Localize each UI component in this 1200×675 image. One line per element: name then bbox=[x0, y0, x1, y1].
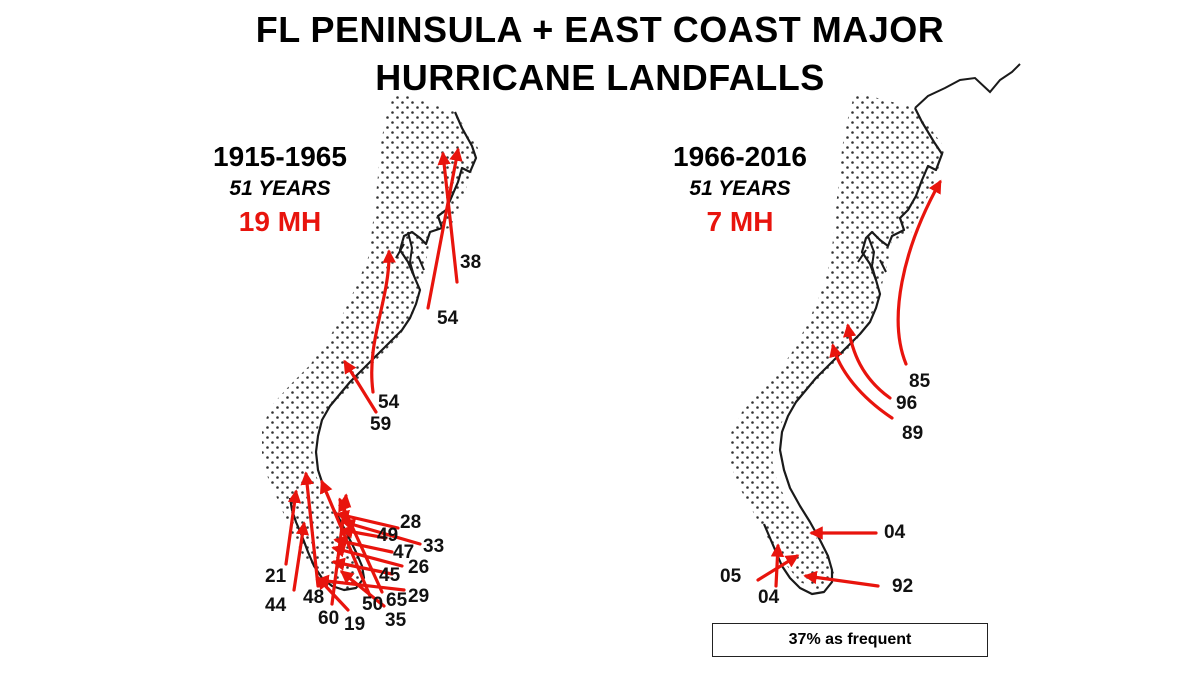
arrow-38 bbox=[437, 151, 459, 284]
coastline-north bbox=[914, 63, 1021, 109]
arrow-35 bbox=[339, 570, 386, 608]
period-1966-2016-header: 1966-2016 51 YEARS 7 MH bbox=[650, 140, 830, 240]
left-map: 38 54 54 59 28 49 33 47 26 45 29 65 50 3… bbox=[262, 92, 481, 635]
stipple-region bbox=[262, 92, 478, 590]
arrow-92 bbox=[803, 570, 880, 588]
right-map: 85 96 89 04 05 04 92 bbox=[720, 63, 1021, 608]
arrow-26 bbox=[331, 544, 404, 568]
year-label: 54 bbox=[378, 392, 400, 413]
arrow-85 bbox=[896, 179, 942, 366]
period-years: 1966-2016 bbox=[673, 141, 807, 172]
year-label: 54 bbox=[437, 308, 459, 329]
year-label: 89 bbox=[902, 423, 923, 444]
arrow-44 bbox=[292, 521, 310, 592]
frequency-note: 37% as frequent bbox=[712, 623, 988, 657]
year-label: 28 bbox=[400, 512, 421, 533]
major-hurricane-count: 7 MH bbox=[706, 206, 774, 237]
year-label: 05 bbox=[720, 566, 742, 587]
arrow-96 bbox=[842, 323, 892, 400]
landfall-arrows bbox=[756, 179, 942, 588]
landfall-arrows bbox=[284, 147, 463, 612]
title-line-2: HURRICANE LANDFALLS bbox=[375, 57, 825, 98]
year-label: 35 bbox=[385, 610, 407, 631]
landfall-year-labels: 85 96 89 04 05 04 92 bbox=[720, 371, 931, 608]
year-label: 96 bbox=[896, 393, 917, 414]
arrow-48 bbox=[300, 471, 320, 588]
period-span: 51 YEARS bbox=[229, 177, 331, 200]
arrow-59 bbox=[343, 359, 378, 414]
year-label: 59 bbox=[370, 414, 391, 435]
coastline bbox=[288, 111, 478, 592]
year-label: 33 bbox=[423, 536, 444, 557]
year-label: 04 bbox=[758, 587, 780, 608]
year-label: 60 bbox=[318, 608, 339, 629]
coastline bbox=[762, 107, 944, 596]
stipple-region bbox=[730, 92, 945, 592]
arrow-50 bbox=[319, 479, 372, 598]
period-years: 1915-1965 bbox=[213, 141, 347, 172]
chart-title: FL PENINSULA + EAST COAST MAJOR HURRICAN… bbox=[0, 6, 1200, 102]
year-label: 29 bbox=[408, 586, 429, 607]
chesapeake-bay bbox=[857, 235, 887, 281]
arrow-65 bbox=[338, 497, 384, 594]
year-label: 65 bbox=[386, 590, 408, 611]
year-label: 85 bbox=[909, 371, 931, 392]
arrow-29 bbox=[315, 574, 406, 592]
arrow-04-west bbox=[770, 543, 785, 588]
chesapeake-bay bbox=[395, 231, 425, 277]
year-label: 38 bbox=[460, 252, 481, 273]
period-1915-1965-header: 1915-1965 51 YEARS 19 MH bbox=[190, 140, 370, 240]
year-label: 92 bbox=[892, 576, 913, 597]
period-span: 51 YEARS bbox=[689, 177, 791, 200]
arrow-89 bbox=[829, 343, 894, 420]
year-label: 47 bbox=[393, 542, 414, 563]
year-label: 26 bbox=[408, 557, 429, 578]
arrow-54-north bbox=[426, 147, 463, 310]
arrow-47 bbox=[333, 535, 394, 554]
year-label: 44 bbox=[265, 595, 287, 616]
year-label: 19 bbox=[344, 614, 365, 635]
year-label: 21 bbox=[265, 566, 287, 587]
major-hurricane-count: 19 MH bbox=[238, 206, 322, 237]
arrow-54-mid bbox=[370, 249, 396, 394]
landfall-year-labels: 38 54 54 59 28 49 33 47 26 45 29 65 50 3… bbox=[265, 252, 481, 635]
year-label: 50 bbox=[362, 594, 383, 615]
year-label: 49 bbox=[377, 525, 398, 546]
year-label: 04 bbox=[884, 522, 906, 543]
arrow-21 bbox=[284, 489, 302, 566]
year-label: 48 bbox=[303, 587, 324, 608]
arrow-45 bbox=[331, 557, 394, 576]
title-line-1: FL PENINSULA + EAST COAST MAJOR bbox=[255, 9, 945, 50]
arrow-33 bbox=[341, 518, 422, 546]
year-label: 45 bbox=[379, 565, 401, 586]
arrow-60 bbox=[330, 493, 352, 606]
